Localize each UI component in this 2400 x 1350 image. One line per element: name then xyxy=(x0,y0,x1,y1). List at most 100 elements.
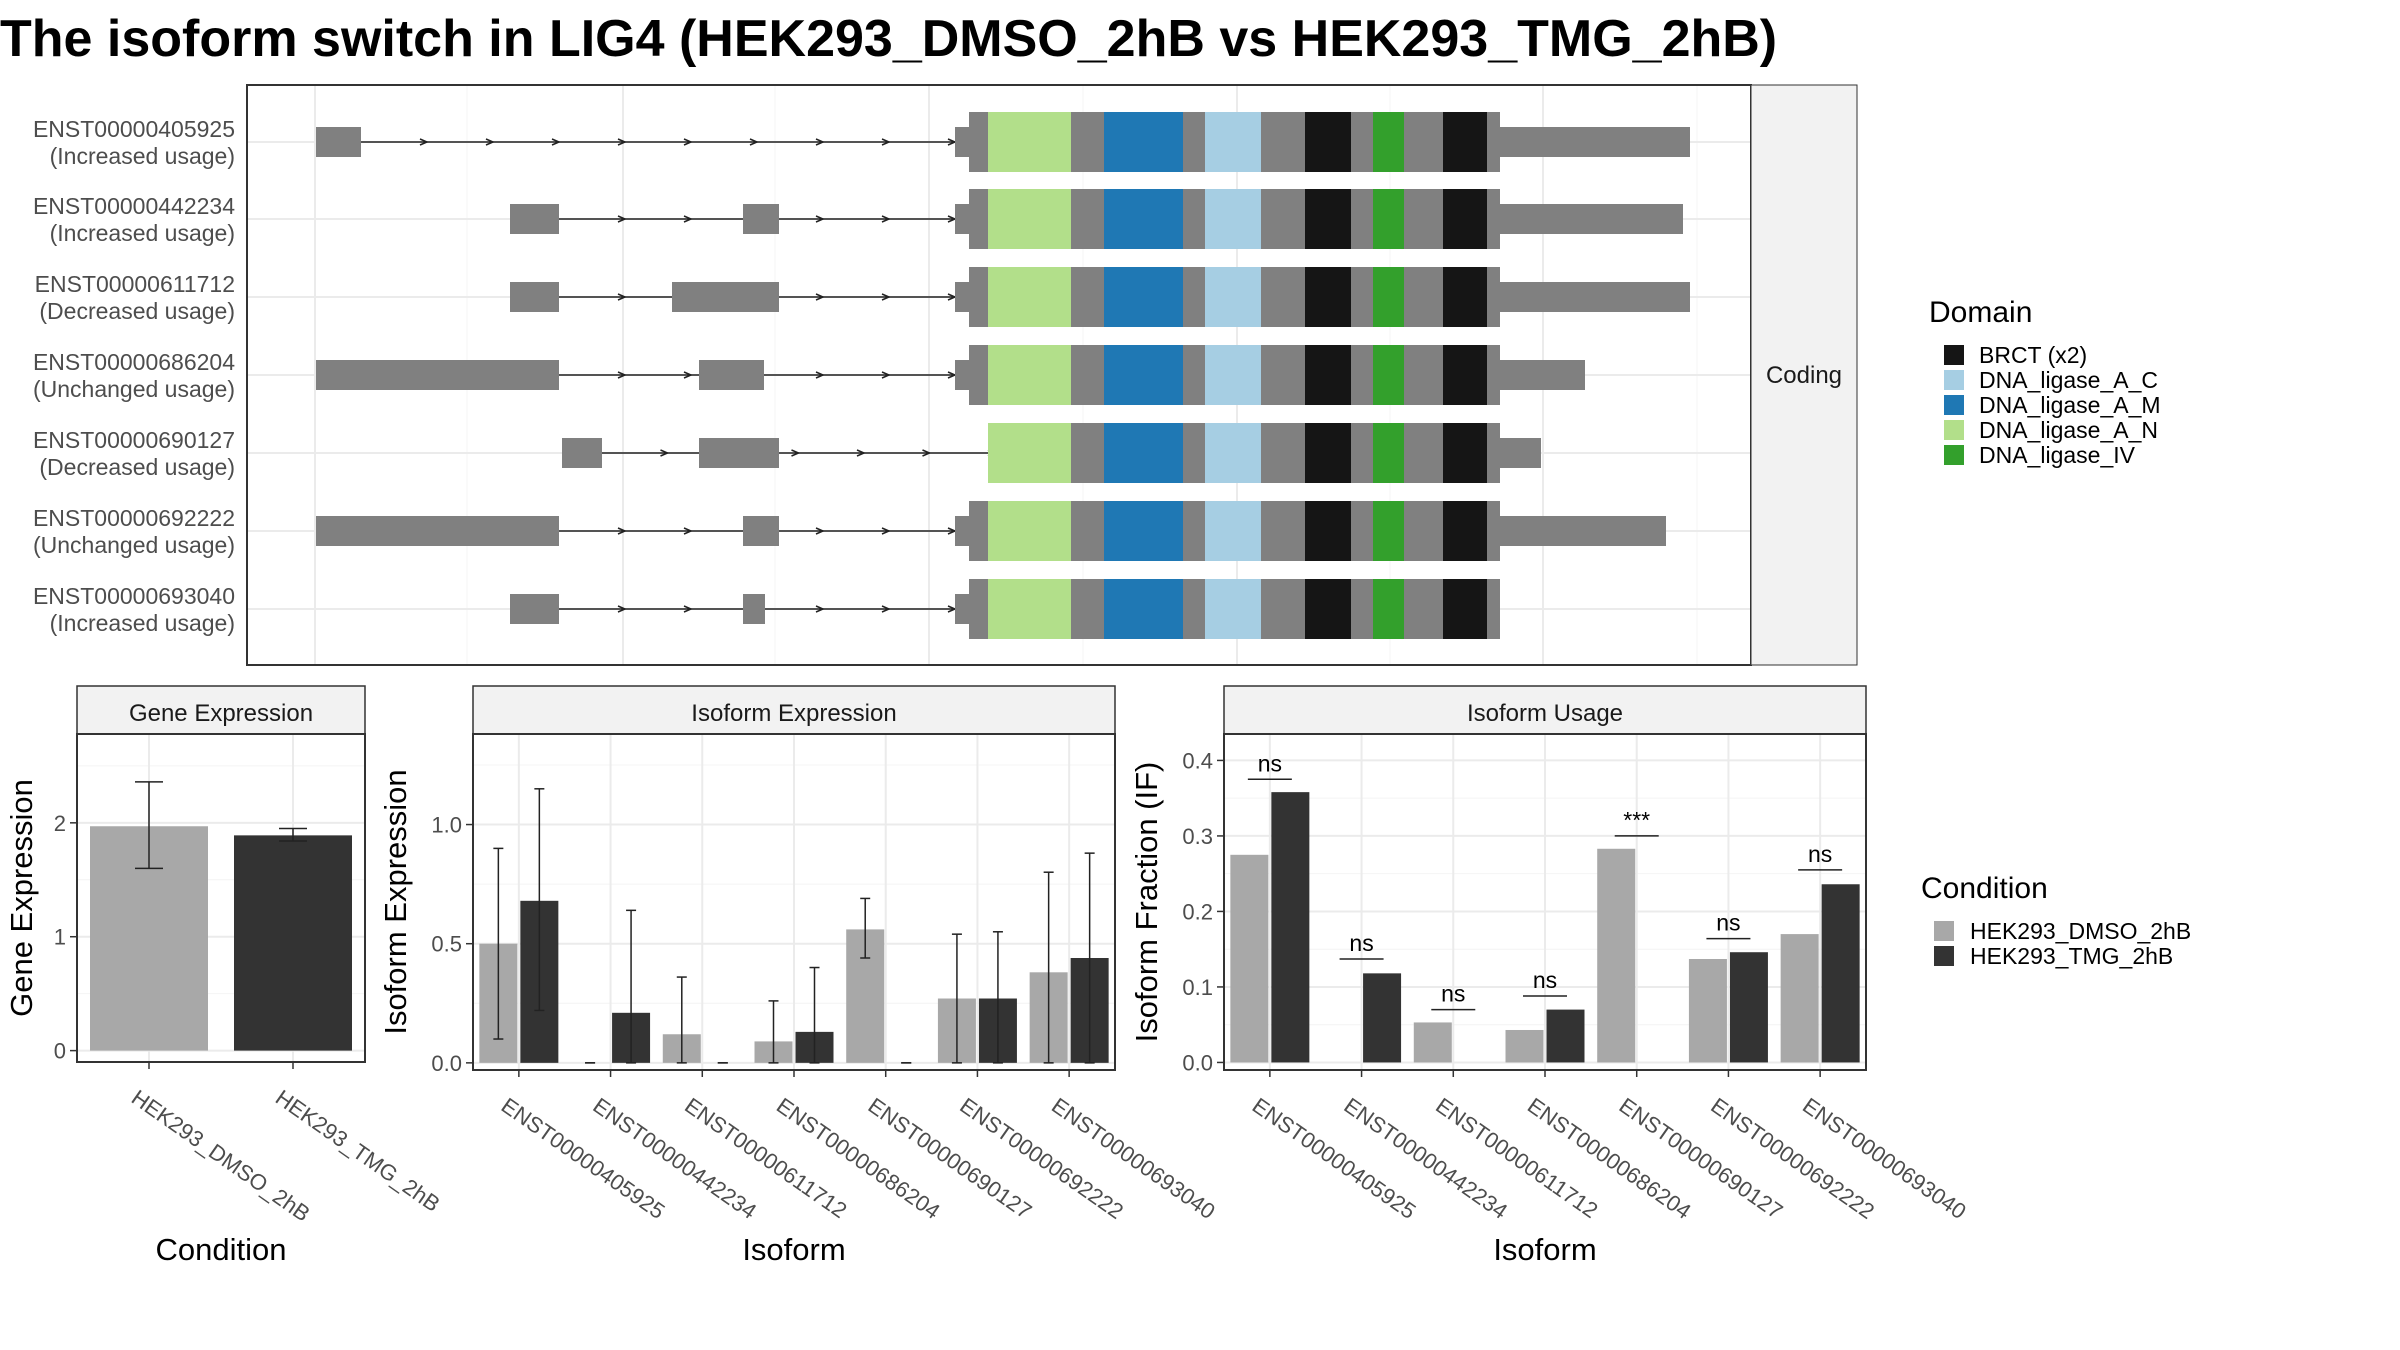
condition-legend-swatch xyxy=(1934,921,1954,941)
panel-border xyxy=(76,733,366,1063)
intron-arrow xyxy=(551,138,561,146)
coding-exon-segment xyxy=(1404,345,1443,405)
domain-legend-label: DNA_ligase_A_C xyxy=(1979,367,2158,393)
coding-strip-label: Coding xyxy=(1766,362,1842,389)
coding-exon-segment xyxy=(1183,579,1205,639)
coding-exon-segment xyxy=(1351,579,1373,639)
utr-exon xyxy=(510,204,559,234)
coding-exon-segment xyxy=(969,345,988,405)
domain-segment xyxy=(1305,501,1351,561)
y-tick-label: 0.1 xyxy=(1182,975,1213,1000)
intron-arrow xyxy=(881,293,891,301)
bar xyxy=(1688,959,1727,1063)
domain-segment xyxy=(1373,501,1404,561)
y-tick-label: 2 xyxy=(54,811,66,836)
transcript-id-label: ENST00000693040 xyxy=(33,583,235,609)
intron-arrow xyxy=(419,138,429,146)
domain-legend-items: BRCT (x2)DNA_ligase_A_CDNA_ligase_A_MDNA… xyxy=(1944,342,2161,468)
coding-exon-segment xyxy=(1404,501,1443,561)
utr-exon xyxy=(743,516,779,546)
panel-strip-title: Isoform Usage xyxy=(1467,700,1623,727)
intron-arrow xyxy=(922,449,932,457)
intron-arrow xyxy=(881,138,891,146)
domain-legend-swatch xyxy=(1944,420,1964,440)
domain-legend: Domain BRCT (x2)DNA_ligase_A_CDNA_ligase… xyxy=(1929,296,2161,468)
bar xyxy=(1230,854,1269,1063)
bar xyxy=(1413,1022,1452,1063)
y-tick-label: 1 xyxy=(54,925,66,950)
significance-label: ns xyxy=(1716,910,1740,936)
utr-exon xyxy=(1500,282,1690,312)
x-axis-title: Isoform xyxy=(1493,1232,1596,1267)
intron-arrow xyxy=(791,449,801,457)
coding-exon-segment xyxy=(1183,501,1205,561)
utr-exon xyxy=(955,516,969,546)
intron-arrow xyxy=(815,527,825,535)
coding-exon-segment xyxy=(969,267,988,327)
utr-exon xyxy=(699,360,764,390)
transcript-structure-panel: Coding ENST00000405925(Increased usage)E… xyxy=(33,84,1858,666)
intron-arrow xyxy=(856,449,866,457)
utr-exon xyxy=(562,438,602,468)
coding-exon-segment xyxy=(1487,189,1500,249)
coding-exon-segment xyxy=(1261,345,1305,405)
utr-exon xyxy=(1500,204,1683,234)
x-tick-label: ENST00000686204 xyxy=(772,1093,945,1224)
utr-exon xyxy=(1500,438,1541,468)
domain-segment xyxy=(1373,112,1404,172)
significance-label: *** xyxy=(1623,807,1650,833)
intron-arrow xyxy=(617,293,627,301)
coding-strip xyxy=(1750,84,1858,666)
intron-arrow xyxy=(683,215,693,223)
y-tick-label: 0.2 xyxy=(1182,899,1213,924)
intron-arrow xyxy=(815,215,825,223)
transcript-id-label: ENST00000692222 xyxy=(33,505,235,531)
x-axis-title: Isoform xyxy=(742,1232,845,1267)
coding-exon-segment xyxy=(969,579,988,639)
domain-segment xyxy=(1104,579,1183,639)
x-tick-label: ENST00000442234 xyxy=(1340,1093,1513,1224)
x-axis-title: Condition xyxy=(156,1232,287,1267)
intron-arrow xyxy=(683,138,693,146)
domain-segment xyxy=(988,267,1071,327)
domain-segment xyxy=(1373,423,1404,483)
coding-exon-segment xyxy=(1404,579,1443,639)
coding-exon-segment xyxy=(969,189,988,249)
x-tick-label: ENST00000686204 xyxy=(1523,1093,1696,1224)
coding-exon-segment xyxy=(1404,112,1443,172)
coding-exon-segment xyxy=(1487,267,1500,327)
coding-exon-segment xyxy=(1183,189,1205,249)
coding-exon-segment xyxy=(1351,267,1373,327)
transcript-status-label: (Increased usage) xyxy=(50,610,235,636)
coding-exon-segment xyxy=(1071,501,1104,561)
transcript-labels: ENST00000405925(Increased usage)ENST0000… xyxy=(33,116,235,636)
domain-segment xyxy=(988,423,1071,483)
transcript-row xyxy=(316,501,1666,561)
domain-segment xyxy=(1443,345,1487,405)
utr-exon xyxy=(955,360,969,390)
y-axis-title: Isoform Expression xyxy=(378,769,413,1034)
utr-exon xyxy=(316,127,361,157)
bar xyxy=(234,835,352,1051)
coding-exon-segment xyxy=(1487,345,1500,405)
y-axis-title: Gene Expression xyxy=(4,779,39,1017)
utr-exon xyxy=(743,594,765,624)
intron-arrow xyxy=(881,605,891,613)
y-tick-label: 0.5 xyxy=(431,932,462,957)
coding-exon-segment xyxy=(969,501,988,561)
transcript-row xyxy=(510,579,1500,639)
coding-exon-segment xyxy=(1487,501,1500,561)
intron-arrow xyxy=(660,449,670,457)
utr-exon xyxy=(955,594,969,624)
significance-label: ns xyxy=(1441,981,1465,1007)
panel-strip-title: Gene Expression xyxy=(129,700,313,727)
transcript-id-label: ENST00000611712 xyxy=(35,271,235,297)
domain-segment xyxy=(988,345,1071,405)
coding-exon-segment xyxy=(1404,423,1443,483)
bar xyxy=(1546,1009,1585,1063)
domain-segment xyxy=(1305,345,1351,405)
domain-segment xyxy=(1305,579,1351,639)
condition-legend-swatch xyxy=(1934,946,1954,966)
intron-arrow xyxy=(617,371,627,379)
